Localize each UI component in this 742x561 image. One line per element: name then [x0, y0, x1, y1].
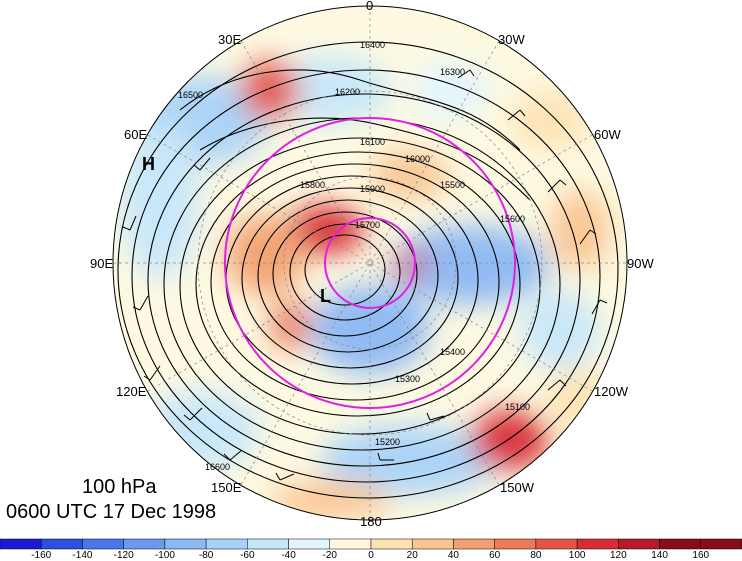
- colorbar-tick-label: -140: [72, 550, 93, 561]
- wind-barbs: [122, 69, 608, 481]
- colorbar-tick-label: 120: [609, 550, 627, 561]
- colorbar-tick-label: 160: [692, 550, 710, 561]
- colorbar-swatch: [40, 538, 83, 550]
- colorbar-tick-label: 80: [530, 550, 542, 561]
- contour-label: 15800: [300, 180, 325, 190]
- colorbar-tick-label: 20: [406, 550, 418, 561]
- high-pressure-center: H: [142, 154, 155, 174]
- colorbar-tick-label: -60: [240, 550, 255, 561]
- pressure-level-label: 100 hPa: [82, 476, 157, 498]
- colorbar-tick-label: 60: [489, 550, 501, 561]
- contour-label: 15700: [355, 220, 380, 230]
- colorbar-swatch: [700, 538, 742, 550]
- colorbar-swatch: [618, 538, 660, 550]
- colorbar-swatch: [164, 538, 207, 550]
- colorbar-tick-label: -80: [198, 550, 214, 561]
- contour-label: 16200: [335, 87, 360, 97]
- colorbar-swatch: [576, 538, 619, 550]
- contour-label: 15100: [505, 402, 530, 412]
- lon-label-150w: 150W: [500, 480, 534, 495]
- colorbar-swatch: [288, 538, 331, 550]
- lon-label-60w: 60W: [594, 127, 621, 142]
- contour-label: 15900: [360, 184, 385, 194]
- colorbar-tick-label: 40: [447, 550, 459, 561]
- contour-label: 16000: [405, 154, 430, 164]
- colorbar-tick-label: 100: [568, 550, 586, 561]
- colorbar-swatch: [205, 538, 248, 550]
- contour-label: 15600: [500, 214, 525, 224]
- colorbar-swatch: [247, 538, 289, 550]
- colorbar-tick-label: -20: [322, 550, 337, 561]
- lon-label-90w: 90W: [627, 256, 654, 271]
- lon-label-0: 0: [366, 0, 374, 13]
- low-pressure-center: L: [320, 286, 331, 306]
- colorbar-tick-label: -40: [281, 550, 296, 561]
- contour-label: 16300: [440, 67, 465, 77]
- colorbar-swatch: [82, 538, 124, 550]
- lon-label-120e: 120E: [116, 384, 147, 399]
- colorbar-tick-label: -100: [154, 550, 175, 561]
- lon-label-30e: 30E: [218, 32, 242, 47]
- colorbar-tick-label: -160: [31, 550, 52, 561]
- colorbar-swatch: [453, 538, 495, 550]
- colorbar-tick-label: 0: [368, 550, 374, 561]
- lon-label-30w: 30W: [498, 32, 525, 47]
- contour-label: 15300: [395, 374, 420, 384]
- contour-label: 15400: [440, 347, 465, 357]
- datetime-label: 0600 UTC 17 Dec 1998: [6, 501, 217, 523]
- lon-label-120w: 120W: [594, 384, 628, 399]
- reference-circles: [224, 117, 516, 409]
- colorbar-tick-label: 140: [651, 550, 668, 561]
- map-boundary: [112, 5, 628, 521]
- contour-label: 15500: [440, 180, 465, 190]
- colorbar-swatch: [329, 538, 372, 550]
- contour-labels: 16400 16300 16200 16100 16000 15900 1580…: [178, 40, 530, 472]
- lon-label-180: 180: [360, 514, 382, 529]
- lon-label-90e: 90E: [90, 256, 114, 271]
- lon-label-150e: 150E: [211, 480, 242, 495]
- colorbar-tick-label: -120: [113, 550, 134, 561]
- colorbar-swatch: [0, 538, 42, 550]
- graticule: [113, 6, 627, 520]
- contour-label: 16100: [360, 137, 385, 147]
- colorbar-swatch: [411, 538, 454, 550]
- colorbar-swatch: [370, 538, 413, 550]
- colorbar-swatch: [123, 538, 166, 550]
- colorbar-swatch: [494, 538, 537, 550]
- contour-label: 16400: [360, 40, 385, 50]
- colorbar-swatch: [535, 538, 578, 550]
- colorbar: [0, 538, 742, 550]
- colorbar-swatch: [659, 538, 702, 550]
- lon-label-60e: 60E: [124, 127, 148, 142]
- contour-label: 16600: [205, 462, 230, 472]
- contour-label: 15200: [375, 437, 400, 447]
- contour-label: 16500: [178, 90, 203, 100]
